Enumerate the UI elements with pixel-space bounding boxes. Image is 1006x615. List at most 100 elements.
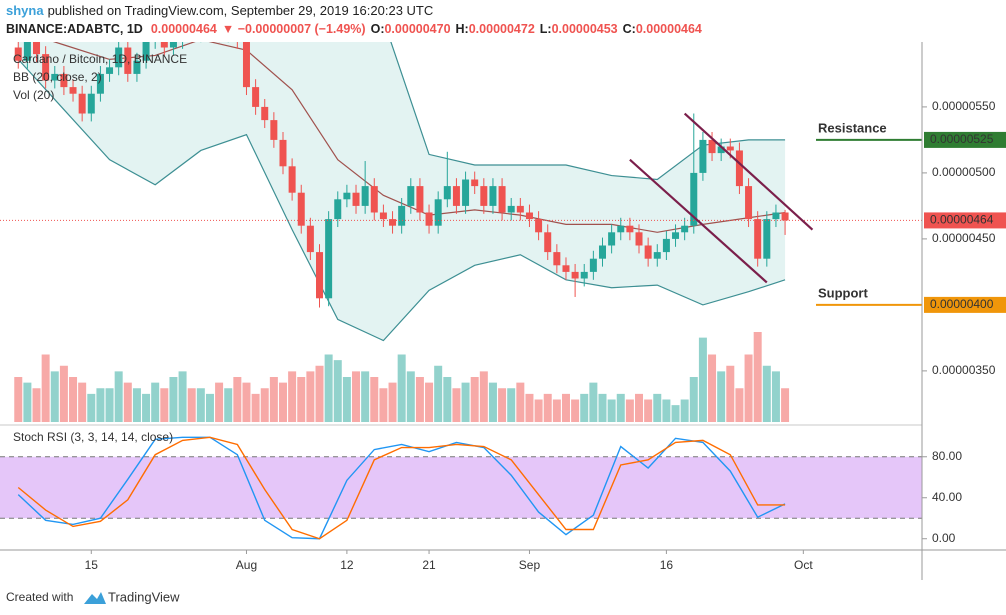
volume-bar <box>397 354 406 422</box>
candle-body <box>87 93 95 114</box>
volume-bar <box>196 388 205 422</box>
volume-bar <box>59 365 68 422</box>
candle-body <box>571 271 579 279</box>
y-tick-label: 0.00000450 <box>932 231 996 245</box>
volume-bar <box>708 354 717 422</box>
volume-bar <box>242 382 251 422</box>
volume-bar <box>23 382 32 422</box>
volume-bar <box>498 388 507 422</box>
candle-body <box>717 146 725 154</box>
last-price-box <box>924 212 1006 229</box>
candle-body <box>626 225 634 233</box>
bb-lower <box>17 58 786 342</box>
level-name: Resistance <box>818 120 887 135</box>
legend-bb: BB (20, close, 2) <box>13 70 102 84</box>
author: shyna <box>6 3 44 18</box>
candle-body <box>553 252 561 266</box>
candle-body <box>106 67 114 74</box>
candle-body <box>781 212 789 221</box>
volume-bar <box>507 388 516 422</box>
volume-bar <box>315 365 324 422</box>
volume-bar <box>105 388 114 422</box>
volume-bar <box>689 377 698 422</box>
volume-bar <box>278 382 287 422</box>
candle-body <box>306 225 314 253</box>
candle-body <box>708 139 716 154</box>
overlay: 0.00000350 0.00000450 0.00000500 0.00000550… <box>85 99 1006 572</box>
ohlc-label: C: <box>623 22 636 36</box>
candle-body <box>142 42 150 61</box>
candle-body <box>160 42 168 48</box>
candle-body <box>169 42 177 48</box>
candle-body <box>416 186 424 213</box>
candle-body <box>690 172 698 226</box>
volume-bar <box>571 399 580 422</box>
x-tick-label: Aug <box>236 558 257 572</box>
candle-body <box>653 252 661 259</box>
volume-bar <box>589 382 598 422</box>
stoch-pane <box>0 436 922 540</box>
volume-bar <box>96 388 105 422</box>
volume-bar <box>635 393 644 422</box>
volume-bar <box>653 393 662 422</box>
ohlc-value: 0.00000453 <box>552 22 618 36</box>
level-label: 0.00000400 <box>930 297 994 311</box>
volume-bar <box>753 332 762 422</box>
candle-body <box>471 179 479 187</box>
candle-body <box>525 212 533 220</box>
volume-bar <box>488 382 497 422</box>
volume-bar <box>461 382 470 422</box>
volume-bar <box>50 371 59 422</box>
candle-body <box>425 212 433 226</box>
last: 0.00000464 <box>151 22 217 36</box>
volume-bar <box>644 399 653 422</box>
volume-bar <box>87 393 96 422</box>
candle-body <box>124 47 132 74</box>
volume-bar <box>333 360 342 422</box>
volume-bar <box>78 382 87 422</box>
level-label: 0.00000525 <box>930 132 994 146</box>
candle-body <box>535 219 543 233</box>
volume-bar <box>151 382 160 422</box>
x-tick-label: 15 <box>85 558 99 572</box>
candle-body <box>580 271 588 279</box>
volume-bar <box>415 377 424 422</box>
candle-body <box>608 232 616 246</box>
x-tick-label: Sep <box>519 558 541 572</box>
candle-body <box>745 186 753 220</box>
volume-bar <box>114 371 123 422</box>
volume-bar <box>607 399 616 422</box>
volume-bar <box>580 393 589 422</box>
volume-bar <box>342 377 351 422</box>
volume-bar <box>41 354 50 422</box>
volume-bar <box>132 388 141 422</box>
candle-body <box>763 219 771 259</box>
candle-body <box>681 225 689 233</box>
legend-title: Cardano / Bitcoin, 1D, BINANCE <box>13 52 187 66</box>
volume-bar <box>32 388 41 422</box>
candle-body <box>279 139 287 167</box>
volume-bar <box>781 388 790 422</box>
candle-body <box>452 186 460 206</box>
y-tick-label: 40.00 <box>932 490 962 504</box>
candle-body <box>96 73 104 94</box>
candle-body <box>33 42 41 55</box>
candle-body <box>726 146 734 151</box>
x-tick-label: 21 <box>422 558 436 572</box>
candle-body <box>261 106 269 121</box>
level-box <box>924 296 1006 313</box>
ohlc-label: L: <box>540 22 552 36</box>
ohlc-value: 0.00000470 <box>384 22 450 36</box>
candle-body <box>343 192 351 200</box>
candle-body <box>115 47 123 68</box>
candle-body <box>516 205 524 213</box>
stoch-line <box>17 436 786 540</box>
candle-body <box>735 150 743 187</box>
volume-bar <box>215 382 224 422</box>
volume-bar <box>561 393 570 422</box>
volume-bar <box>735 388 744 422</box>
volume-bar <box>425 382 434 422</box>
published: published on TradingView.com, September … <box>48 3 434 18</box>
y-tick-label: 0.00 <box>932 531 956 545</box>
